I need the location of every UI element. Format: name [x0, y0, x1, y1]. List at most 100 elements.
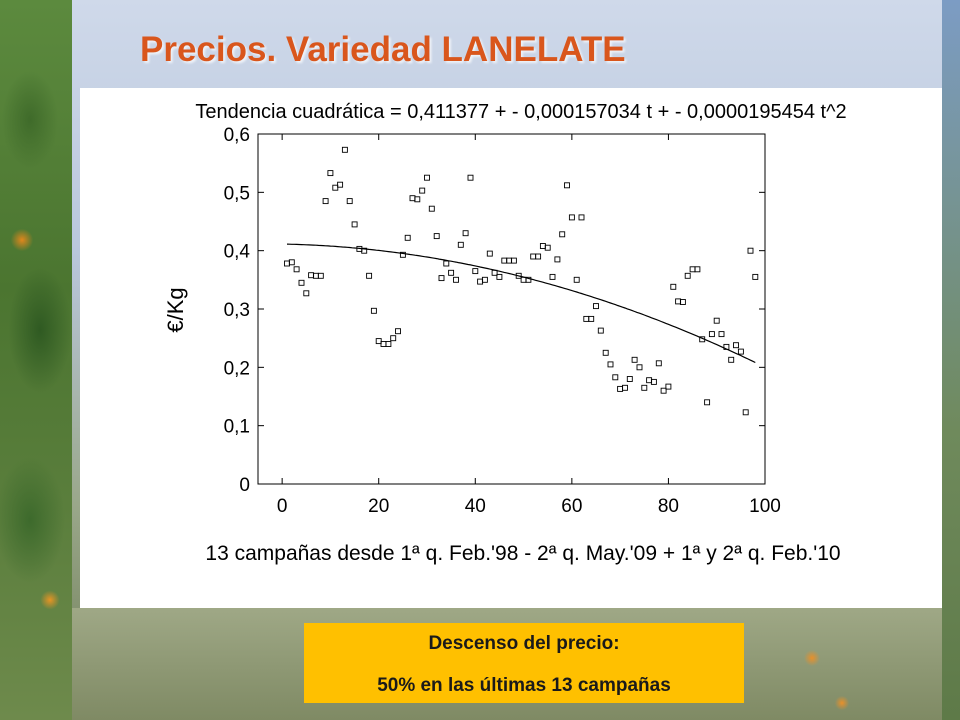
data-point	[675, 298, 682, 305]
data-point	[481, 276, 488, 283]
data-point	[288, 259, 295, 266]
data-point	[472, 268, 479, 275]
data-point	[385, 341, 392, 347]
data-point	[322, 198, 329, 205]
data-point	[549, 273, 556, 280]
data-point	[419, 187, 426, 194]
data-point	[457, 241, 464, 248]
x-tick-label: 80	[658, 496, 679, 517]
data-point	[346, 198, 353, 205]
data-points	[284, 146, 759, 416]
data-point	[607, 361, 614, 368]
data-point	[501, 257, 508, 264]
data-point	[539, 243, 546, 249]
data-point	[631, 356, 638, 363]
data-point	[462, 230, 469, 237]
data-point	[298, 279, 305, 286]
data-point	[284, 260, 290, 267]
x-tick-label: 40	[465, 496, 486, 517]
data-point	[332, 184, 339, 191]
data-point	[341, 146, 348, 153]
x-tick-label: 60	[561, 496, 582, 517]
callout-detail: 50% en las últimas 13 campañas	[377, 675, 671, 696]
data-point	[684, 272, 691, 279]
data-point	[486, 250, 493, 257]
data-point	[713, 317, 720, 324]
y-tick-label: 0,3	[224, 300, 250, 321]
data-point	[438, 275, 445, 282]
data-point	[568, 214, 575, 221]
data-point	[443, 260, 450, 267]
data-point	[636, 364, 643, 371]
price-drop-callout: Descenso del precio: 50% en las últimas …	[304, 623, 744, 703]
y-tick-label: 0,1	[224, 417, 250, 438]
data-point	[428, 205, 435, 212]
data-point	[366, 272, 373, 279]
data-point	[351, 221, 358, 228]
data-point	[327, 170, 334, 177]
x-tick-label: 20	[368, 496, 389, 517]
data-point	[293, 266, 300, 273]
data-point	[752, 273, 759, 280]
data-point	[704, 399, 711, 406]
data-point	[733, 342, 739, 349]
data-point	[395, 328, 401, 335]
data-point	[660, 387, 667, 394]
data-point	[622, 384, 628, 391]
data-point	[535, 253, 542, 260]
chart-panel: Tendencia cuadrática = 0,411377 + - 0,00…	[80, 88, 942, 608]
callout-heading: Descenso del precio:	[428, 633, 620, 654]
data-point	[612, 374, 619, 381]
x-tick-label: 100	[749, 496, 781, 517]
data-point	[448, 269, 455, 276]
data-point	[588, 315, 595, 322]
background-right-strip	[942, 0, 960, 720]
data-point	[399, 251, 406, 258]
data-point	[597, 327, 604, 334]
data-point	[467, 174, 474, 181]
data-point	[646, 377, 653, 384]
data-point	[708, 331, 715, 338]
data-point	[530, 253, 537, 260]
data-point	[641, 384, 648, 391]
data-point	[583, 315, 590, 322]
data-point	[496, 273, 503, 280]
data-point	[390, 335, 397, 342]
data-point	[694, 266, 701, 273]
data-point	[689, 266, 696, 273]
data-point	[747, 247, 754, 254]
data-point	[655, 360, 662, 367]
data-point	[404, 234, 411, 241]
data-point	[737, 348, 744, 355]
data-point	[424, 174, 430, 181]
data-point	[718, 331, 725, 338]
data-point	[602, 349, 609, 356]
data-point	[544, 244, 551, 251]
data-point	[308, 272, 315, 279]
slide-title: Precios. Variedad LANELATE	[140, 30, 626, 69]
y-tick-label: 0,4	[224, 242, 251, 263]
x-tick-label: 0	[277, 496, 288, 517]
data-point	[564, 182, 570, 189]
data-point	[370, 307, 377, 314]
data-point	[559, 231, 566, 238]
data-point	[670, 283, 677, 290]
data-point	[380, 341, 387, 347]
background-orange-tree	[0, 0, 72, 720]
data-point	[728, 356, 735, 363]
data-point	[665, 383, 672, 390]
data-point	[510, 257, 517, 264]
scatter-chart: Tendencia cuadrática = 0,411377 + - 0,00…	[163, 101, 847, 565]
x-axis-label: 13 campañas desde 1ª q. Feb.'98 - 2ª q. …	[205, 542, 840, 565]
data-point	[578, 214, 585, 221]
data-point	[573, 276, 580, 283]
axis-ticks: 0 0,1 0,2 0,3 0,4 0,5 0,6 0 20 40 60 80 100	[224, 125, 781, 517]
data-point	[650, 378, 657, 385]
data-point	[679, 299, 686, 305]
y-tick-label: 0	[239, 475, 250, 496]
data-point	[317, 272, 324, 279]
data-point	[337, 181, 344, 188]
y-axis-label: €/Kg	[163, 287, 188, 332]
trend-line	[286, 243, 756, 364]
data-point	[593, 303, 599, 310]
